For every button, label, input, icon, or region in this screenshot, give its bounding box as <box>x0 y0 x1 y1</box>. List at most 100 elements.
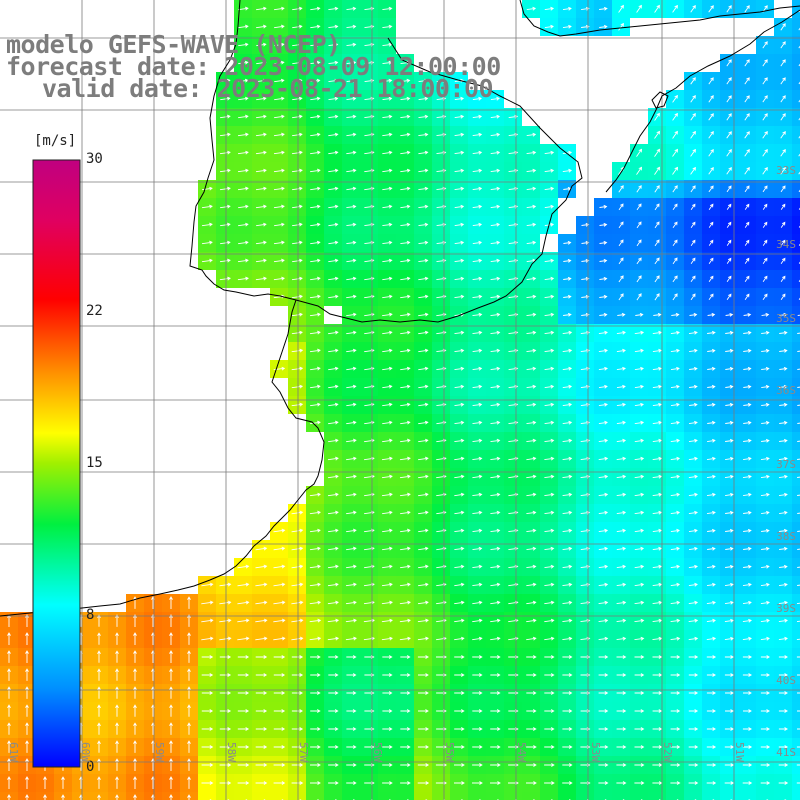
wind-speed-cell <box>252 792 270 800</box>
wind-arrow <box>292 204 303 209</box>
wind-arrow <box>724 763 735 767</box>
wind-arrow <box>454 240 465 245</box>
wind-arrow <box>725 546 734 551</box>
wind-speed-cell <box>792 18 800 36</box>
wind-arrow <box>310 709 321 713</box>
wind-arrow <box>778 456 788 461</box>
wind-arrow <box>133 704 137 717</box>
wind-arrow <box>400 96 411 101</box>
wind-arrow <box>760 781 771 785</box>
wind-arrow <box>327 456 339 461</box>
wind-arrow <box>346 546 357 551</box>
wind-speed-cell <box>432 792 450 800</box>
wind-arrow <box>744 113 750 121</box>
wind-arrow <box>400 168 411 173</box>
wind-arrow <box>472 582 483 587</box>
wind-speed-cell <box>792 540 800 558</box>
wind-arrow <box>599 276 608 281</box>
wind-arrow <box>238 222 249 227</box>
wind-arrow <box>562 745 573 749</box>
wind-arrow <box>454 709 465 713</box>
wind-arrow <box>562 330 573 335</box>
wind-speed-cell <box>792 36 800 54</box>
wind-arrow <box>780 239 786 246</box>
wind-arrow <box>219 763 232 767</box>
wind-speed-cell <box>792 414 800 432</box>
wind-speed-cell <box>792 576 800 594</box>
wind-arrow <box>346 186 357 191</box>
wind-arrow <box>454 564 465 569</box>
wind-arrow <box>310 6 321 11</box>
wind-arrow <box>187 704 191 717</box>
wind-arrow <box>490 636 501 641</box>
wind-arrow <box>490 294 501 299</box>
lon-label-55w: 55W <box>443 742 456 762</box>
wind-arrow <box>707 528 716 533</box>
wind-arrow <box>472 727 483 731</box>
wind-arrow <box>219 636 232 641</box>
wind-arrow <box>634 366 644 371</box>
wind-arrow <box>328 114 339 119</box>
wind-arrow <box>273 276 285 281</box>
wind-arrow <box>760 655 770 659</box>
wind-arrow <box>778 600 788 605</box>
wind-arrow <box>382 366 393 371</box>
wind-arrow <box>273 150 285 155</box>
wind-arrow <box>328 186 339 191</box>
wind-arrow <box>7 704 11 717</box>
wind-arrow <box>201 673 214 677</box>
wind-arrow <box>707 330 716 335</box>
wind-arrow <box>742 474 752 479</box>
wind-arrow <box>778 492 788 497</box>
wind-arrow <box>454 745 465 749</box>
wind-arrow <box>328 366 339 371</box>
wind-arrow <box>706 727 716 731</box>
wind-speed-cell <box>792 774 800 792</box>
wind-arrow <box>780 59 786 67</box>
wind-arrow <box>292 258 303 263</box>
wind-arrow <box>418 709 429 713</box>
wind-arrow <box>346 492 357 497</box>
wind-arrow <box>797 404 800 406</box>
wind-arrow <box>670 600 681 605</box>
wind-arrow <box>797 512 800 514</box>
wind-arrow <box>169 614 173 627</box>
wind-arrow <box>760 474 770 479</box>
wind-arrow <box>780 41 786 49</box>
wind-arrow <box>562 600 573 605</box>
wind-arrow <box>201 258 213 263</box>
wind-arrow <box>688 636 699 641</box>
wind-arrow <box>762 239 768 246</box>
wind-arrow <box>346 240 357 245</box>
wind-arrow <box>472 312 483 317</box>
wind-arrow <box>25 704 29 717</box>
wind-arrow <box>672 239 678 247</box>
wind-arrow <box>472 150 483 155</box>
lat-label-38s: 38S <box>776 530 796 543</box>
wind-arrow <box>201 709 214 713</box>
wind-arrow <box>652 582 663 587</box>
wind-arrow <box>454 474 465 479</box>
wind-arrow <box>797 368 800 370</box>
wind-arrow <box>400 312 411 317</box>
wind-arrow <box>670 636 681 641</box>
wind-arrow <box>526 6 537 11</box>
wind-arrow <box>133 614 137 627</box>
wind-arrow <box>707 366 716 371</box>
wind-arrow <box>708 185 714 193</box>
wind-arrow <box>796 602 800 605</box>
wind-arrow <box>598 474 609 479</box>
wind-arrow <box>328 546 339 551</box>
wind-speed-cell <box>792 468 800 486</box>
wind-arrow <box>328 763 339 767</box>
wind-arrow <box>237 168 249 173</box>
wind-arrow <box>382 510 393 515</box>
wind-arrow <box>133 758 137 771</box>
wind-arrow <box>273 636 286 641</box>
wind-arrow <box>762 148 768 157</box>
wind-arrow <box>490 222 501 227</box>
wind-arrow <box>418 510 429 515</box>
wind-arrow <box>472 186 483 191</box>
wind-arrow <box>382 114 393 119</box>
wind-arrow <box>472 294 483 299</box>
